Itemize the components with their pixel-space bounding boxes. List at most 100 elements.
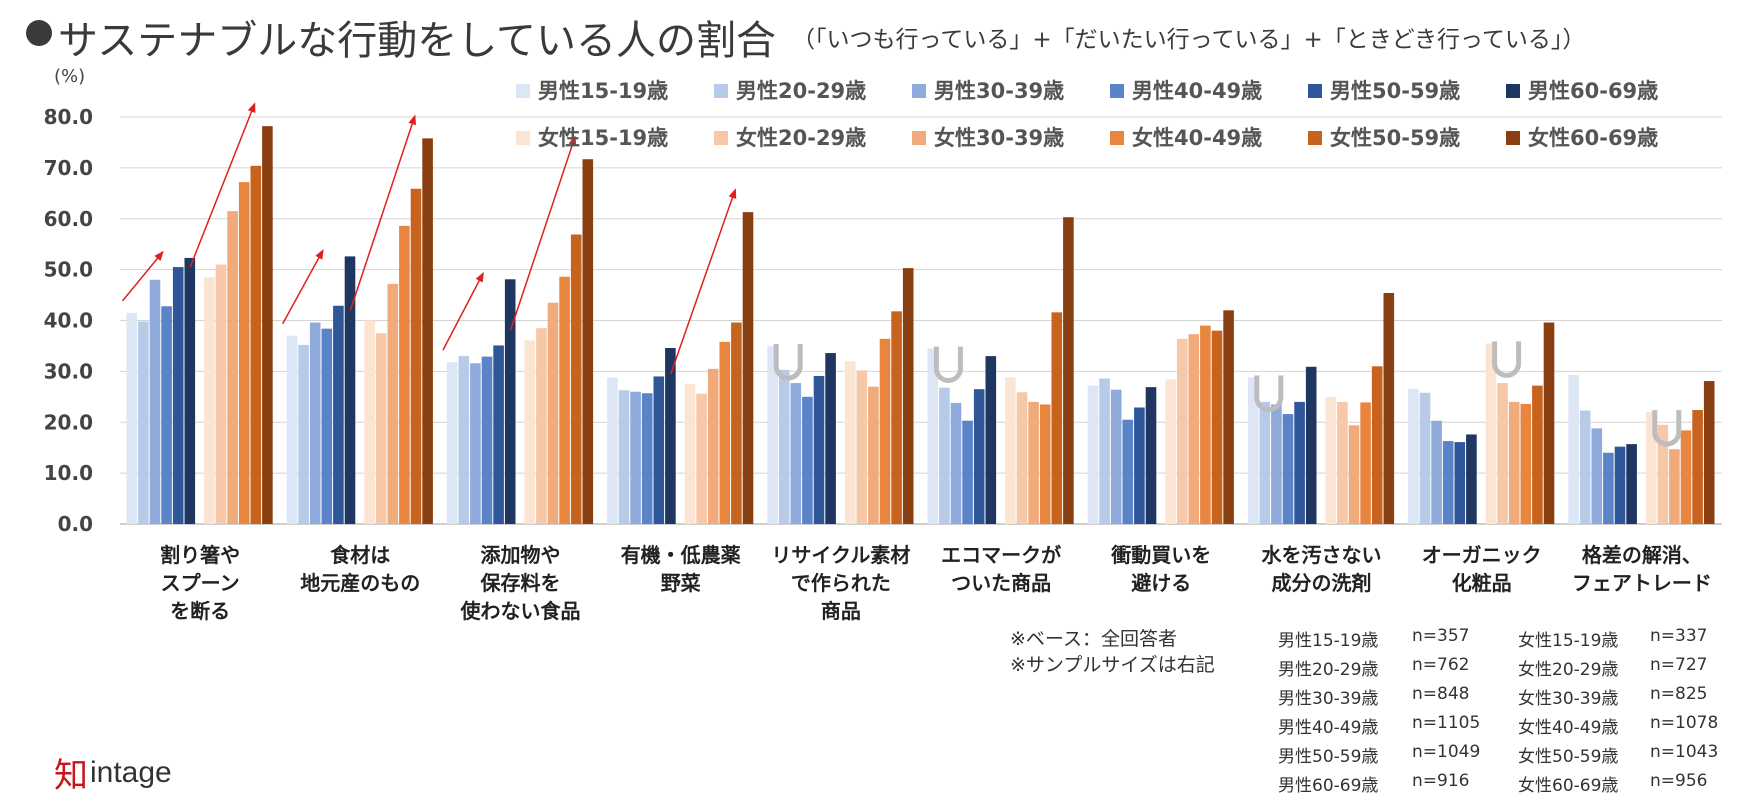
bar	[1568, 374, 1579, 524]
bar	[879, 338, 891, 524]
bar	[1039, 404, 1051, 524]
bar	[630, 391, 641, 524]
x-category-label: 地元産のもの	[300, 571, 420, 595]
sample-label-female: 女性30-39歳	[1518, 689, 1619, 709]
bar	[1348, 425, 1360, 524]
bar	[1703, 381, 1715, 524]
sample-n-male: n=1105	[1412, 713, 1481, 733]
bar	[1247, 377, 1259, 524]
sample-label-female: 女性40-49歳	[1518, 718, 1619, 738]
bar	[1087, 385, 1099, 524]
x-category-label: エコマークが	[941, 543, 1061, 567]
bar	[707, 368, 719, 524]
bar	[641, 393, 653, 524]
bar	[1176, 338, 1188, 524]
x-category-label: 成分の洗剤	[1272, 571, 1372, 595]
bar	[1680, 430, 1692, 524]
bar	[950, 402, 962, 524]
x-category-label: を断る	[170, 599, 230, 623]
bar	[410, 188, 422, 524]
note-sample: ※サンプルサイズは右記	[1010, 654, 1215, 676]
bar	[1520, 403, 1532, 524]
bar	[1134, 407, 1145, 524]
sample-label-male: 男性50-59歳	[1278, 747, 1379, 767]
bar	[344, 256, 356, 524]
trend-arrow-female	[189, 102, 256, 268]
legend-swatch	[516, 84, 530, 98]
trend-arrow-male	[442, 271, 484, 351]
sample-label-male: 男性20-29歳	[1278, 660, 1379, 680]
bar	[1211, 330, 1223, 524]
bar	[973, 389, 985, 524]
sample-label-male: 男性40-49歳	[1278, 718, 1379, 738]
sample-n-female: n=337	[1650, 626, 1708, 646]
legend-swatch	[516, 131, 530, 145]
bar	[138, 321, 149, 524]
bar	[470, 363, 481, 524]
bar	[802, 396, 813, 524]
trend-arrow-female	[669, 188, 737, 375]
bar	[582, 159, 594, 524]
legend-swatch	[714, 131, 728, 145]
bar	[1223, 310, 1234, 524]
bar	[1657, 424, 1669, 524]
sample-label-male: 男性15-19歳	[1278, 631, 1379, 651]
sample-label-female: 女性50-59歳	[1518, 747, 1619, 767]
u-shape-mark	[1254, 375, 1284, 412]
bar	[767, 345, 778, 524]
legend-label: 男性15-19歳	[538, 79, 668, 103]
chart-title: サステナブルな行動をしている人の割合	[58, 18, 776, 64]
legend-label: 男性20-29歳	[736, 79, 866, 103]
bar	[446, 362, 458, 524]
x-category-label: 食材は	[330, 543, 390, 567]
bar	[1442, 441, 1454, 524]
y-tick-label: 70.0	[44, 156, 93, 180]
bar	[618, 390, 630, 524]
x-category-label: リサイクル素材	[771, 543, 910, 567]
bar	[1016, 392, 1028, 524]
intage-logo: 知intage	[54, 748, 172, 797]
bar	[1508, 401, 1520, 524]
x-category-label: 有機・低農薬	[621, 543, 741, 567]
legend-swatch	[912, 131, 926, 145]
y-tick-label: 20.0	[44, 410, 93, 434]
bar	[927, 348, 939, 524]
legend-label: 男性30-39歳	[934, 79, 1064, 103]
bar	[1005, 377, 1016, 524]
bar	[333, 305, 344, 524]
trend-arrow-male	[282, 248, 324, 325]
bar	[962, 420, 973, 524]
sample-n-male: n=762	[1412, 655, 1470, 675]
bar	[250, 165, 262, 524]
bar	[1099, 378, 1110, 524]
bar	[985, 356, 997, 524]
x-category-label: 衝動買いを	[1110, 543, 1211, 567]
bar	[825, 353, 836, 524]
y-tick-label: 60.0	[44, 207, 93, 231]
bar	[422, 138, 433, 524]
bar	[607, 377, 618, 524]
bar	[1603, 452, 1614, 524]
bar	[559, 276, 570, 524]
legend-label: 女性60-69歳	[1528, 126, 1658, 150]
bar	[856, 370, 868, 524]
bar	[172, 267, 184, 524]
bar	[1466, 434, 1477, 524]
x-category-label: 化粧品	[1452, 571, 1512, 595]
legend-label: 女性40-49歳	[1132, 126, 1262, 150]
x-category-label: ついた商品	[951, 571, 1051, 595]
bar	[902, 268, 914, 524]
bar	[184, 257, 196, 524]
bar	[1454, 442, 1466, 524]
sample-label-female: 女性60-69歳	[1518, 776, 1619, 796]
bar	[149, 279, 161, 524]
bar	[262, 126, 273, 524]
legend-label: 男性50-59歳	[1330, 79, 1460, 103]
logo-text: intage	[90, 755, 172, 789]
bar	[844, 361, 856, 524]
trend-arrow-female	[349, 114, 416, 311]
sample-label-female: 女性20-29歳	[1518, 660, 1619, 680]
legend-swatch	[1110, 84, 1124, 98]
bar	[778, 369, 790, 524]
bar	[1408, 388, 1419, 524]
